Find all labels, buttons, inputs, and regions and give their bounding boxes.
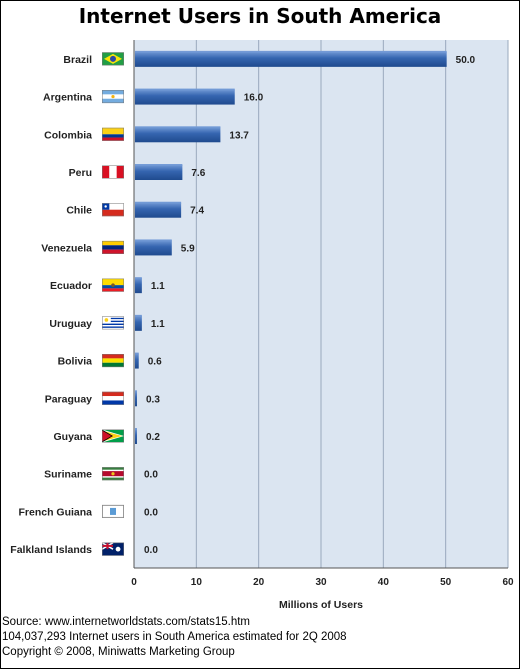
- bar-series: [135, 50, 447, 444]
- flag-brazil-icon: [102, 52, 124, 66]
- flag-bolivia-icon: [102, 354, 124, 368]
- value-label: 0.3: [146, 394, 160, 405]
- category-label: Bolivia: [58, 356, 93, 368]
- flag-argentina-icon: [102, 90, 124, 104]
- bar: [135, 352, 139, 369]
- flag-chile-icon: [102, 203, 124, 217]
- bar: [135, 88, 235, 105]
- x-axis-title: Millions of Users: [279, 599, 363, 611]
- value-label: 16.0: [244, 93, 264, 104]
- bar: [135, 277, 142, 294]
- x-tick-labels: 0 10 20 30 40 50 60: [131, 577, 514, 588]
- flag-colombia-icon: [102, 127, 124, 141]
- bar: [135, 314, 142, 331]
- value-label: 13.7: [229, 130, 249, 141]
- flag-guyana-icon: [102, 429, 124, 443]
- value-label: 1.1: [151, 281, 165, 292]
- gridlines: [195, 40, 509, 568]
- bar: [135, 390, 137, 407]
- value-label: 7.4: [190, 206, 204, 217]
- category-label: Brazil: [63, 54, 92, 66]
- category-label: Falkland Islands: [10, 544, 92, 556]
- value-label: 5.9: [181, 243, 195, 254]
- value-label: 1.1: [151, 319, 165, 330]
- footer: Source: www.internetworldstats.com/stats…: [2, 615, 517, 660]
- x-tick-label: 30: [315, 577, 327, 588]
- value-label: 0.0: [144, 507, 158, 518]
- x-tick-label: 20: [253, 577, 265, 588]
- value-label: 0.6: [148, 357, 162, 368]
- bar: [135, 164, 183, 180]
- category-label: Chile: [66, 205, 92, 217]
- bar: [135, 201, 182, 218]
- flag-paraguay-icon: [102, 391, 124, 405]
- category-label: Ecuador: [50, 280, 92, 292]
- bar: [135, 126, 221, 143]
- category-label: Guyana: [53, 431, 92, 443]
- estimate-note: 104,037,293 Internet users in South Amer…: [2, 631, 347, 643]
- category-labels: Brazil Argentina Colombia Peru Chile Venezuel…: [10, 54, 92, 556]
- category-label: Peru: [69, 167, 92, 179]
- flag-venezuela-icon: [102, 240, 124, 254]
- flag-suriname-icon: [102, 467, 124, 481]
- x-tick-label: 50: [440, 577, 452, 588]
- value-label: 50.0: [456, 55, 476, 66]
- flag-peru-icon: [102, 165, 124, 179]
- value-label: 0.0: [144, 545, 158, 556]
- category-label: Paraguay: [45, 393, 92, 405]
- x-tick-label: 40: [378, 577, 390, 588]
- bar: [135, 428, 137, 444]
- category-label: Venezuela: [41, 242, 92, 254]
- source-note: Source: www.internetworldstats.com/stats…: [2, 616, 250, 628]
- category-label: Uruguay: [49, 318, 92, 330]
- flag-falkland-islands-icon: [101, 541, 124, 556]
- chart-title: Internet Users in South America: [78, 4, 442, 28]
- bar: [135, 239, 172, 256]
- category-label: Colombia: [44, 129, 92, 141]
- category-label: Suriname: [44, 469, 92, 481]
- value-label: 7.6: [191, 168, 205, 179]
- x-tick-label: 10: [191, 577, 203, 588]
- value-label: 0.2: [146, 432, 160, 443]
- category-label: Argentina: [43, 92, 92, 104]
- x-tick-label: 60: [502, 577, 514, 588]
- copyright-note: Copyright © 2008, Miniwatts Marketing Gr…: [2, 646, 235, 658]
- category-label: French Guiana: [18, 506, 92, 518]
- flag-icons: [101, 52, 124, 556]
- flag-ecuador-icon: [102, 278, 124, 292]
- bar: [135, 50, 447, 67]
- flag-french-guiana-icon: [102, 504, 124, 518]
- x-tick-label: 0: [131, 577, 137, 588]
- value-label: 0.0: [144, 470, 158, 481]
- value-labels: 50.0 16.0 13.7 7.6 7.4 5.9 1.1 1.1 0.6 0.3 0.2 0.0 0…: [144, 55, 476, 556]
- flag-uruguay-icon: [102, 316, 124, 330]
